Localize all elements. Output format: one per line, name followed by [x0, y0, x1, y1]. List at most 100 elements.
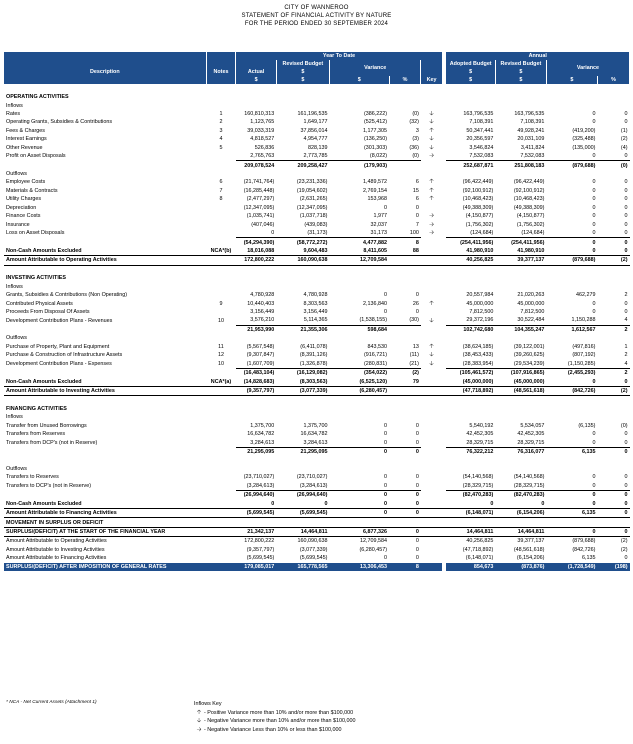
ytd-variance-dollar: 1,177,305: [363, 127, 388, 134]
ytd-variance-percent: 0: [389, 490, 421, 500]
ytd-variance-percent: 0: [415, 555, 419, 562]
empty-cell: [446, 274, 495, 282]
ytd-actual: (5,699,545): [235, 507, 277, 519]
ytd-revised-budget: 828,139: [307, 144, 328, 151]
annual-adopted-budget: (47,718,892): [446, 385, 496, 397]
annual-revised-budget: (29,534,239): [513, 360, 545, 367]
row-description: Utility Charges: [6, 196, 42, 203]
table-row: [4, 396, 630, 405]
ytd-variance-dollar: 2,769,154: [363, 187, 388, 194]
annual-adopted-budget: (49,388,309): [462, 204, 494, 211]
empty-cell: [4, 265, 206, 274]
annual-variance-percent: 0: [624, 378, 628, 385]
empty-cell: [206, 274, 236, 282]
annual-revised-budget: 20,031,109: [517, 136, 545, 143]
annual-variance-percent: 2: [597, 367, 630, 378]
col-description: Description: [4, 52, 207, 76]
empty-cell: [206, 405, 236, 413]
annual-revised-budget: (48,561,618): [495, 385, 547, 397]
down-arrow-icon: 🡣: [429, 360, 434, 367]
ytd-variance-dollar: 1,977: [373, 213, 388, 220]
annual-revised-budget: 41,980,910: [517, 247, 545, 254]
row-note: [206, 291, 236, 299]
empty-cell: [546, 413, 597, 421]
annual-adopted-budget: 20,356,597: [466, 136, 494, 143]
empty-cell: [446, 465, 495, 473]
annual-variance-percent: 0: [624, 119, 628, 126]
row-description: SURPLUS/(DEFICIT) AFTER IMPOSITION OF GE…: [4, 562, 207, 571]
row-note: 6: [219, 179, 223, 186]
row-description: Non-Cash Amounts Excluded: [6, 378, 82, 385]
key-cell: [420, 526, 443, 538]
annual-adopted-budget: (4,150,877): [465, 213, 494, 220]
ytd-revised-budget: 161,196,535: [297, 110, 328, 117]
ytd-revised-budget: 5,114,365: [303, 317, 328, 324]
ytd-variance-percent: 88: [412, 247, 419, 254]
empty-cell: [495, 265, 546, 274]
annual-revised-budget: 3,411,824: [520, 144, 545, 151]
annual-variance-dollar: 0: [592, 474, 596, 481]
empty-cell: [421, 170, 442, 178]
empty-cell: [446, 265, 495, 274]
ytd-variance-dollar: 2,136,840: [363, 300, 388, 307]
ytd-revised-budget: (5,699,545): [299, 555, 328, 562]
annual-variance-dollar: 6,135: [546, 507, 598, 519]
ytd-actual: (9,357,797): [235, 385, 277, 397]
empty-cell: [546, 101, 597, 109]
empty-cell: [236, 93, 276, 101]
annual-variance-dollar: 6,135: [546, 446, 598, 457]
ytd-variance-dollar: 0: [384, 292, 388, 299]
table-row: Transfers from DCP's (not in Reserve) 3,2…: [4, 438, 630, 447]
ytd-variance-percent: 0: [415, 309, 419, 316]
ytd-variance-dollar: 0: [384, 431, 388, 438]
empty-cell: [236, 84, 276, 92]
ytd-revised-budget: (6,411,078): [300, 343, 328, 350]
row-note: 2: [219, 119, 223, 126]
annual-variance-dollar: (842,726): [546, 385, 598, 397]
ytd-actual: 4,780,928: [250, 292, 275, 299]
right-arrow-icon: 🡢: [429, 153, 434, 160]
empty-cell: [597, 283, 629, 291]
ytd-revised-budget: 165,778,565: [276, 562, 330, 571]
ytd-actual: 526,836: [254, 144, 275, 151]
annual-variance-percent: 0: [624, 474, 628, 481]
ytd-revised-budget: 160,090,638: [276, 255, 330, 266]
empty-cell: [329, 334, 389, 342]
key-cell: [421, 368, 442, 377]
table-row: 21,295,095 21,295,095 0 0 76,322,212 76,316,0…: [4, 446, 630, 457]
empty-cell: [446, 93, 495, 101]
empty-cell: [446, 413, 495, 421]
annual-revised-budget: (254,411,956): [495, 237, 547, 247]
row-description: Other Revenue: [6, 144, 43, 151]
ytd-variance-dollar: 0: [329, 490, 390, 500]
row-description: [4, 368, 206, 377]
key-cell: [421, 247, 442, 256]
ytd-revised-budget: (439,083): [304, 221, 328, 228]
annual-variance-dollar: 0: [592, 153, 596, 160]
table-row: Employee Costs 6 (21,741,764) (23,231,336) 1…: [4, 178, 630, 186]
subsection-label: Inflows: [6, 414, 23, 421]
unit-dollar: $: [495, 76, 547, 85]
empty-cell: [236, 274, 276, 282]
ytd-variance-percent: 0: [415, 538, 419, 545]
table-row: Fees & Charges 3 39,033,319 37,856,014 1,177…: [4, 127, 630, 135]
annual-adopted-budget: (254,411,956): [446, 237, 496, 247]
ytd-variance-percent: 0: [415, 422, 419, 429]
ytd-variance-percent: (32): [409, 119, 419, 126]
ytd-variance-dollar: 0: [384, 482, 388, 489]
annual-variance-percent: 0: [624, 196, 628, 203]
annual-adopted-budget: [446, 517, 496, 528]
ytd-actual: 160,810,313: [244, 110, 275, 117]
unit-percent: %: [389, 76, 422, 85]
ytd-variance-dollar: 0: [384, 309, 388, 316]
annual-adopted-budget: 7,532,083: [469, 153, 494, 160]
unit-dollar: $: [546, 76, 598, 85]
unit-dollar: $: [276, 76, 330, 85]
ytd-revised-budget: (23,231,336): [296, 179, 328, 186]
row-note: [206, 517, 236, 528]
entity-name: CITY OF WANNEROO: [284, 5, 349, 11]
ytd-revised-budget: (12,347,095): [296, 204, 328, 211]
annual-adopted-budget: (47,718,892): [462, 546, 494, 553]
empty-cell: [236, 405, 276, 413]
annual-variance-percent: (2): [620, 546, 628, 553]
